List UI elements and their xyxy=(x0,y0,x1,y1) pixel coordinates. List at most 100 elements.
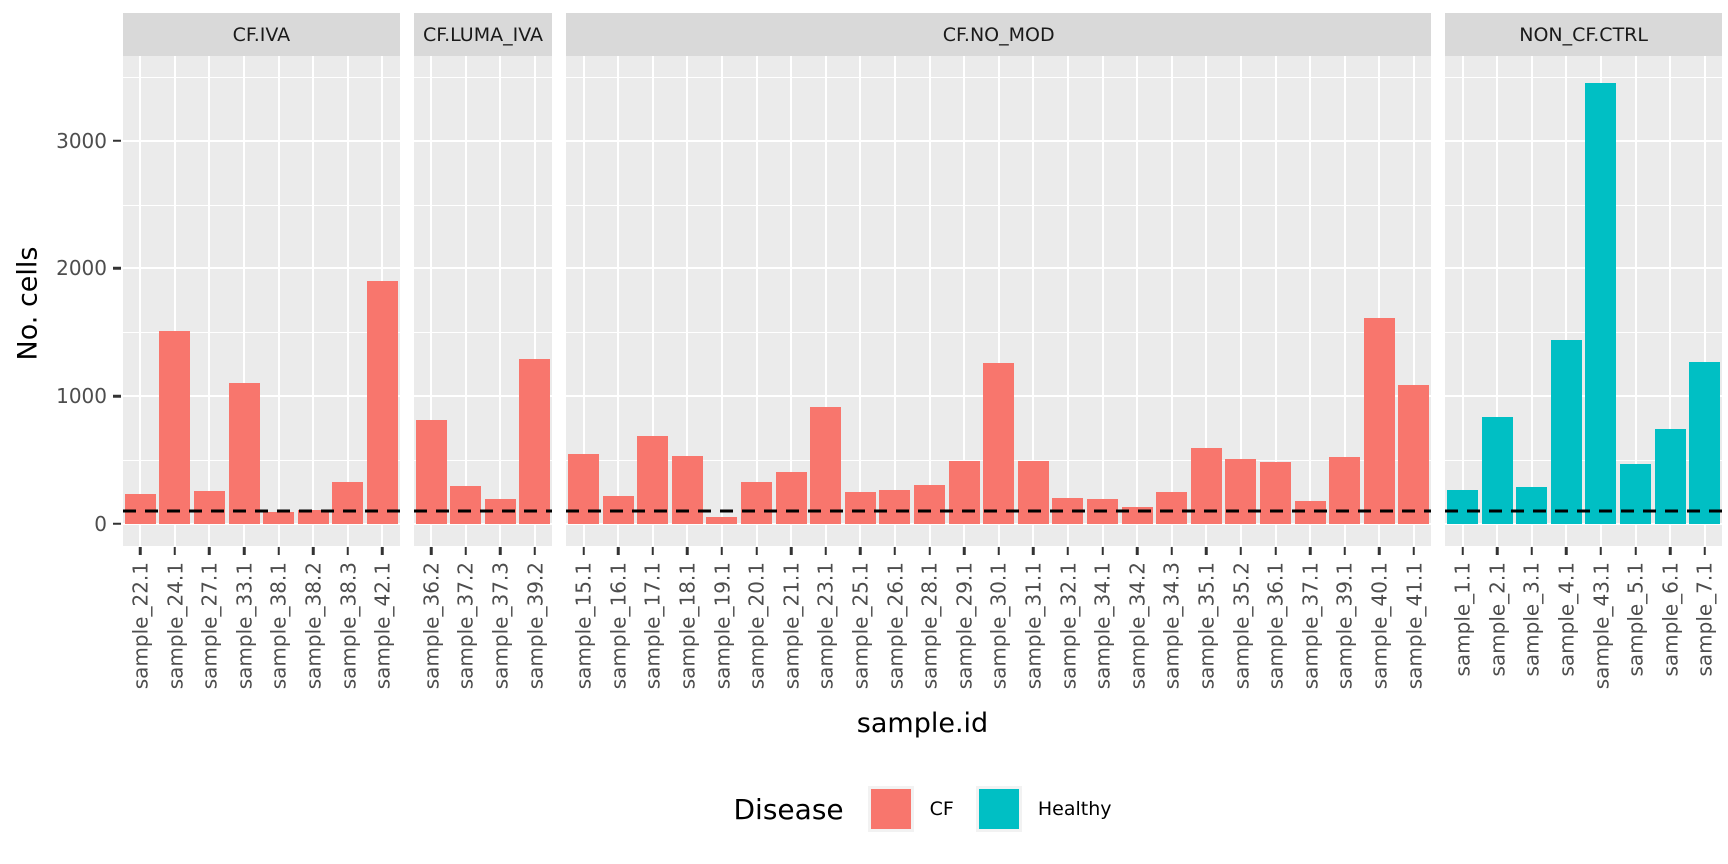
bar-sample_1.1 xyxy=(1446,489,1479,524)
gridline-major xyxy=(123,139,400,142)
x-tick-mark xyxy=(464,547,467,555)
gridline-major xyxy=(1445,139,1722,142)
gridline-vertical xyxy=(1496,56,1499,546)
gridline-vertical xyxy=(997,56,1000,546)
bar-sample_36.1 xyxy=(1259,461,1292,524)
x-tick-label-text: sample_37.3 xyxy=(488,562,513,690)
x-tick-mark xyxy=(1101,547,1104,555)
x-tick-mark xyxy=(429,547,433,555)
legend: Disease CF Healthy xyxy=(123,782,1722,836)
x-tick-mark xyxy=(312,547,315,555)
y-axis: 0 1000 2000 3000 xyxy=(0,56,123,546)
bar-sample_25.1 xyxy=(844,492,876,524)
bar-sample_34.3 xyxy=(1156,491,1188,524)
gridline-major xyxy=(123,395,400,398)
x-tick-label-text: sample_37.2 xyxy=(453,562,478,690)
legend-items: CF Healthy xyxy=(867,786,1112,832)
bar-sample_43.1 xyxy=(1585,83,1617,524)
reference-dashed-line xyxy=(566,509,1432,513)
gridline-vertical xyxy=(208,56,211,546)
gridline-major xyxy=(413,522,553,525)
gridline-vertical xyxy=(1343,56,1346,546)
bar-sample_4.1 xyxy=(1550,339,1582,524)
y-tick-label: 3000 xyxy=(56,128,107,153)
gridline-vertical xyxy=(1530,56,1533,546)
gridline-minor xyxy=(413,459,553,461)
x-tick-mark xyxy=(242,547,246,555)
gridline-minor xyxy=(1445,332,1722,334)
y-tick-mark xyxy=(113,522,121,525)
x-tick-label-text: sample_43.1 xyxy=(1588,562,1613,690)
x-tick-label-text: sample_26.1 xyxy=(882,562,907,690)
x-tick-label-text: sample_25.1 xyxy=(848,562,873,690)
bar-sample_5.1 xyxy=(1619,464,1652,524)
x-labels-row: sample_22.1 sample_24.1 sample_27.1 sample_… xyxy=(123,555,400,707)
gridline-vertical xyxy=(617,56,620,546)
bar-sample_39.2 xyxy=(519,359,551,524)
x-tick-label-text: sample_27.1 xyxy=(197,562,222,690)
x-tick-mark xyxy=(173,547,177,555)
x-tick-label-text: sample_2.1 xyxy=(1485,562,1510,677)
y-tick-mark xyxy=(113,394,121,398)
legend-entry-label: Healthy xyxy=(1037,798,1112,820)
gridline-vertical xyxy=(755,56,758,546)
facet-CF.LUMA_IVA: CF.LUMA_IVA sample_36.2 sample_37.2 sample_… xyxy=(413,13,553,707)
gridline-minor xyxy=(413,204,553,206)
x-tick-label-text: sample_39.2 xyxy=(522,562,547,690)
x-tick-mark xyxy=(720,547,724,555)
x-tick-mark xyxy=(928,547,931,555)
gridline-major xyxy=(413,395,553,398)
x-tick-label-text: sample_34.3 xyxy=(1159,562,1184,690)
x-tick-mark xyxy=(824,547,827,555)
x-ticks-row xyxy=(123,546,400,555)
x-tick-label-text: sample_19.1 xyxy=(709,562,734,690)
x-tick-mark xyxy=(139,547,142,555)
x-tick-mark xyxy=(893,547,897,555)
bar-sample_3.1 xyxy=(1516,487,1548,524)
facet-strip: CF.IVA xyxy=(123,13,400,56)
x-tick-label-text: sample_42.1 xyxy=(370,562,395,690)
x-tick-label-text: sample_38.3 xyxy=(335,562,360,690)
bar-sample_27.1 xyxy=(193,491,226,524)
gridline-minor xyxy=(1445,204,1722,206)
x-ticks-row xyxy=(1445,546,1722,555)
x-tick-mark xyxy=(208,547,211,555)
gridline-vertical xyxy=(533,56,536,546)
facet-panel xyxy=(413,56,553,546)
gridline-vertical xyxy=(1170,56,1173,546)
facet-strip-label: CF.IVA xyxy=(232,23,291,46)
gridline-vertical xyxy=(243,56,246,546)
x-tick-label-text: sample_20.1 xyxy=(744,562,769,690)
x-tick-label-text: sample_6.1 xyxy=(1658,562,1683,677)
x-tick-mark xyxy=(1378,547,1381,555)
bar-sample_29.1 xyxy=(948,461,980,524)
legend-entry-CF: CF xyxy=(867,786,954,832)
x-tick-label-text: sample_4.1 xyxy=(1554,562,1579,677)
x-tick-label-text: sample_29.1 xyxy=(952,562,977,690)
y-tick-label: 0 xyxy=(94,511,107,536)
gridline-vertical xyxy=(720,56,723,546)
gridline-minor xyxy=(1445,77,1722,79)
x-tick-mark xyxy=(686,547,689,555)
x-tick-mark xyxy=(346,547,350,555)
x-tick-label-text: sample_23.1 xyxy=(813,562,838,690)
x-tick-mark xyxy=(1565,547,1568,555)
bar-sample_28.1 xyxy=(913,484,946,524)
gridline-vertical xyxy=(1066,56,1069,546)
x-tick-mark xyxy=(1239,547,1243,555)
gridline-vertical xyxy=(1274,56,1277,546)
x-tick-label-text: sample_38.1 xyxy=(266,562,291,690)
x-tick-label-text: sample_15.1 xyxy=(571,562,596,690)
reference-dashed-line xyxy=(413,509,553,513)
x-tick-label-text: sample_32.1 xyxy=(1055,562,1080,690)
gridline-vertical xyxy=(1669,56,1672,546)
gridline-major xyxy=(123,267,400,270)
x-tick-mark xyxy=(1668,547,1672,555)
x-tick-mark xyxy=(1634,547,1637,555)
gridline-vertical xyxy=(651,56,654,546)
gridline-vertical xyxy=(173,56,176,546)
gridline-vertical xyxy=(1032,56,1035,546)
facet-strip-label: NON_CF.CTRL xyxy=(1519,23,1648,46)
x-tick-mark xyxy=(1703,547,1706,555)
